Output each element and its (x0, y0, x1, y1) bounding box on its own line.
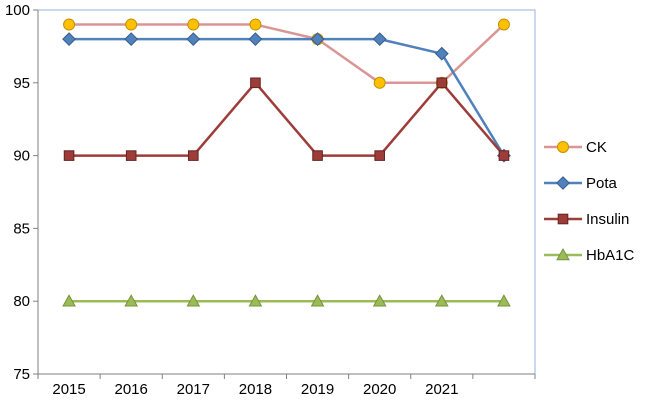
square-marker-icon (63, 150, 75, 161)
x-axis-label: 2017 (177, 381, 210, 398)
x-axis-label: 2018 (239, 381, 272, 398)
triangle-marker-icon (556, 247, 570, 261)
square-marker-icon (188, 150, 199, 161)
circle-marker-icon (249, 18, 262, 31)
diamond-marker-icon (556, 176, 570, 190)
square-marker-icon (374, 150, 385, 161)
diamond-marker-icon (186, 32, 201, 47)
circle-marker-icon (557, 141, 569, 153)
diamond-marker-icon (248, 32, 263, 47)
x-axis-label: 2021 (425, 381, 458, 398)
x-axis-label: 2019 (301, 381, 334, 398)
x-axis-label: 2020 (363, 381, 396, 398)
triangle-marker-icon (497, 294, 511, 307)
y-axis-label: 80 (13, 293, 30, 310)
series-pota (62, 32, 511, 163)
series-line-ck (69, 23, 505, 85)
series-hba1c (62, 294, 511, 307)
circle-marker-icon (187, 18, 200, 31)
y-axis-label: 100 (5, 2, 30, 19)
triangle-marker-icon (248, 294, 263, 307)
square-marker-icon (125, 150, 137, 161)
y-axis-label: 85 (13, 220, 30, 237)
triangle-legend-marker-icon (544, 247, 582, 261)
triangle-marker-icon (186, 294, 201, 307)
series-line-pota (69, 37, 506, 157)
square-marker-icon (436, 77, 448, 89)
legend-item-insulin: Insulin (544, 208, 634, 230)
legend-label: CK (586, 138, 607, 156)
triangle-marker-icon (310, 294, 325, 307)
diamond-marker-icon (124, 32, 139, 47)
circle-marker-icon (125, 18, 138, 31)
series-insulin (63, 77, 510, 161)
diamond-marker-icon (310, 32, 325, 47)
triangle-marker-icon (62, 294, 76, 307)
triangle-marker-icon (434, 294, 449, 307)
diamond-legend-marker-icon (544, 176, 582, 190)
diamond-marker-icon (62, 32, 76, 47)
square-marker-icon (498, 150, 510, 161)
legend-item-ck: CK (544, 136, 634, 158)
triangle-marker-icon (124, 294, 139, 307)
circle-marker-icon (373, 76, 386, 89)
legend: CK Pota Insulin HbA1C (544, 136, 634, 280)
y-axis-label: 95 (13, 75, 30, 92)
diamond-marker-icon (434, 46, 449, 61)
legend-label: HbA1C (586, 246, 635, 264)
legend-item-hba1c: HbA1C (544, 244, 634, 266)
circle-marker-icon (497, 18, 510, 31)
x-axis-label: 2015 (52, 381, 85, 398)
y-axis-label: 75 (13, 366, 30, 383)
y-axis-label: 90 (13, 148, 30, 165)
triangle-marker-icon (372, 294, 387, 307)
x-axis-label: 2016 (115, 381, 148, 398)
series-line-insulin (69, 81, 505, 157)
legend-label: Insulin (586, 210, 630, 228)
legend-item-pota: Pota (544, 172, 634, 194)
square-legend-marker-icon (544, 213, 582, 225)
square-marker-icon (557, 213, 569, 225)
legend-label: Pota (586, 174, 617, 192)
diamond-marker-icon (372, 32, 387, 47)
circle-legend-marker-icon (544, 141, 582, 153)
square-marker-icon (312, 150, 323, 161)
circle-marker-icon (63, 18, 76, 31)
square-marker-icon (250, 77, 261, 89)
